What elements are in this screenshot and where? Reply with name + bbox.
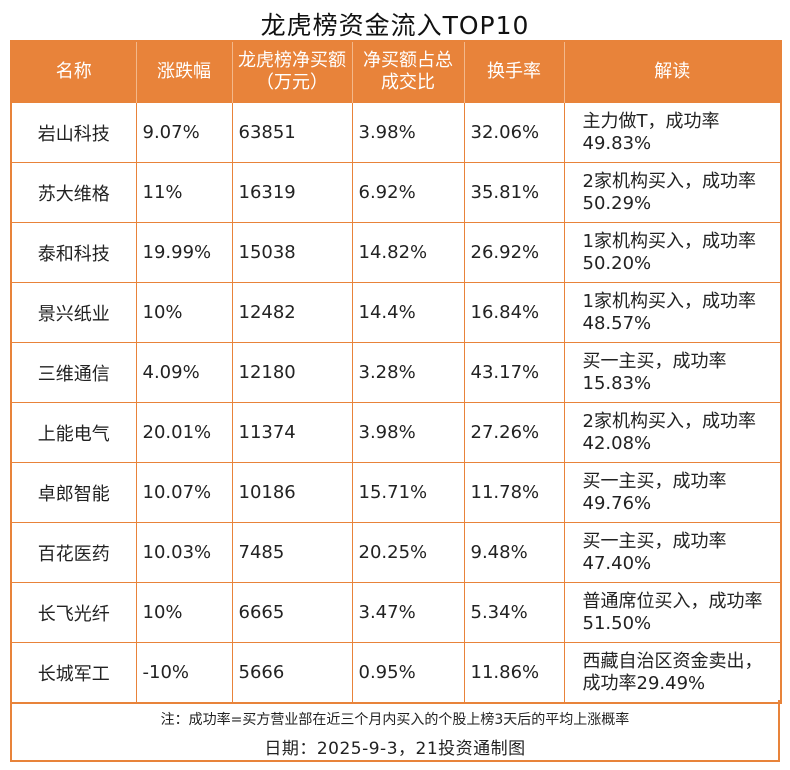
net-buy-cell: 12482	[231, 282, 353, 343]
stock-name: 卓郎智能	[10, 462, 137, 523]
ratio-cell: 20.25%	[351, 522, 465, 583]
net-buy-cell: 16319	[231, 162, 353, 223]
read-cell: 主力做T，成功率49.83%	[563, 102, 782, 163]
change-cell: 19.99%	[135, 222, 233, 283]
ratio-cell: 14.82%	[351, 222, 465, 283]
header-name: 名称	[11, 41, 136, 103]
header-ratio: 净买额占总成交比	[351, 41, 464, 103]
read-cell: 2家机构买入，成功率42.08%	[563, 402, 782, 463]
change-cell: 10.03%	[135, 522, 233, 583]
read-cell: 买一主买，成功率15.83%	[563, 342, 782, 403]
ratio-cell: 3.98%	[351, 102, 465, 163]
header-change: 涨跌幅	[135, 41, 232, 103]
header-read: 解读	[563, 41, 781, 103]
net-buy-cell: 10186	[231, 462, 353, 523]
table-row: 长飞光纤 10% 6665 3.47% 5.34% 普通席位买入，成功率51.5…	[10, 582, 782, 643]
stock-name: 长城军工	[10, 642, 137, 704]
net-buy-cell: 11374	[231, 402, 353, 463]
table-row: 百花医药 10.03% 7485 20.25% 9.48% 买一主买，成功率47…	[10, 522, 782, 583]
change-cell: 11%	[135, 162, 233, 223]
stock-name: 岩山科技	[10, 102, 137, 163]
data-table: 名称 涨跌幅 龙虎榜净买额（万元） 净买额占总成交比 换手率 解读 岩山科技 9…	[10, 40, 782, 704]
stock-name: 三维通信	[10, 342, 137, 403]
read-cell: 1家机构买入，成功率50.20%	[563, 222, 782, 283]
table-row: 三维通信 4.09% 12180 3.28% 43.17% 买一主买，成功率15…	[10, 342, 782, 403]
turnover-cell: 26.92%	[463, 222, 565, 283]
change-cell: 4.09%	[135, 342, 233, 403]
change-cell: 10%	[135, 582, 233, 643]
read-cell: 西藏自治区资金卖出，成功率29.49%	[563, 642, 782, 704]
table-row: 景兴纸业 10% 12482 14.4% 16.84% 1家机构买入，成功率48…	[10, 282, 782, 343]
ratio-cell: 15.71%	[351, 462, 465, 523]
read-cell: 买一主买，成功率49.76%	[563, 462, 782, 523]
turnover-cell: 35.81%	[463, 162, 565, 223]
turnover-cell: 16.84%	[463, 282, 565, 343]
stock-name: 泰和科技	[10, 222, 137, 283]
header-turnover: 换手率	[463, 41, 564, 103]
ratio-cell: 0.95%	[351, 642, 465, 704]
net-buy-cell: 5666	[231, 642, 353, 704]
table-row: 岩山科技 9.07% 63851 3.98% 32.06% 主力做T，成功率49…	[10, 102, 782, 163]
footer-box: 注：成功率=买方营业部在近三个月内买入的个股上榜3天后的平均上涨概率 日期：20…	[10, 700, 780, 762]
stock-name: 长飞光纤	[10, 582, 137, 643]
table-header-row: 名称 涨跌幅 龙虎榜净买额（万元） 净买额占总成交比 换手率 解读	[11, 41, 781, 103]
net-buy-cell: 6665	[231, 582, 353, 643]
net-buy-cell: 12180	[231, 342, 353, 403]
stock-name: 苏大维格	[10, 162, 137, 223]
stock-name: 上能电气	[10, 402, 137, 463]
page-title: 龙虎榜资金流入TOP10	[260, 11, 530, 40]
ratio-cell: 3.28%	[351, 342, 465, 403]
turnover-cell: 32.06%	[463, 102, 565, 163]
header-net-buy: 龙虎榜净买额（万元）	[231, 41, 352, 103]
table-row: 泰和科技 19.99% 15038 14.82% 26.92% 1家机构买入，成…	[10, 222, 782, 283]
table-row: 卓郎智能 10.07% 10186 15.71% 11.78% 买一主买，成功率…	[10, 462, 782, 523]
date-credit: 日期：2025-9-3，21投资通制图	[264, 739, 526, 759]
data-table-container: 名称 涨跌幅 龙虎榜净买额（万元） 净买额占总成交比 换手率 解读 岩山科技 9…	[10, 40, 782, 704]
stock-name: 景兴纸业	[10, 282, 137, 343]
change-cell: 10.07%	[135, 462, 233, 523]
read-cell: 1家机构买入，成功率48.57%	[563, 282, 782, 343]
change-cell: 9.07%	[135, 102, 233, 163]
change-cell: 10%	[135, 282, 233, 343]
ratio-cell: 6.92%	[351, 162, 465, 223]
turnover-cell: 5.34%	[463, 582, 565, 643]
read-cell: 买一主买，成功率47.40%	[563, 522, 782, 583]
table-row: 苏大维格 11% 16319 6.92% 35.81% 2家机构买入，成功率50…	[10, 162, 782, 223]
turnover-cell: 43.17%	[463, 342, 565, 403]
stock-name: 百花医药	[10, 522, 137, 583]
footnote: 注：成功率=买方营业部在近三个月内买入的个股上榜3天后的平均上涨概率	[160, 712, 630, 728]
table-row: 上能电气 20.01% 11374 3.98% 27.26% 2家机构买入，成功…	[10, 402, 782, 463]
change-cell: -10%	[135, 642, 233, 704]
turnover-cell: 11.86%	[463, 642, 565, 704]
read-cell: 2家机构买入，成功率50.29%	[563, 162, 782, 223]
ratio-cell: 3.98%	[351, 402, 465, 463]
table-row: 长城军工 -10% 5666 0.95% 11.86% 西藏自治区资金卖出，成功…	[10, 642, 782, 704]
turnover-cell: 27.26%	[463, 402, 565, 463]
net-buy-cell: 63851	[231, 102, 353, 163]
turnover-cell: 11.78%	[463, 462, 565, 523]
change-cell: 20.01%	[135, 402, 233, 463]
ratio-cell: 3.47%	[351, 582, 465, 643]
net-buy-cell: 15038	[231, 222, 353, 283]
turnover-cell: 9.48%	[463, 522, 565, 583]
net-buy-cell: 7485	[231, 522, 353, 583]
ratio-cell: 14.4%	[351, 282, 465, 343]
read-cell: 普通席位买入，成功率51.50%	[563, 582, 782, 643]
